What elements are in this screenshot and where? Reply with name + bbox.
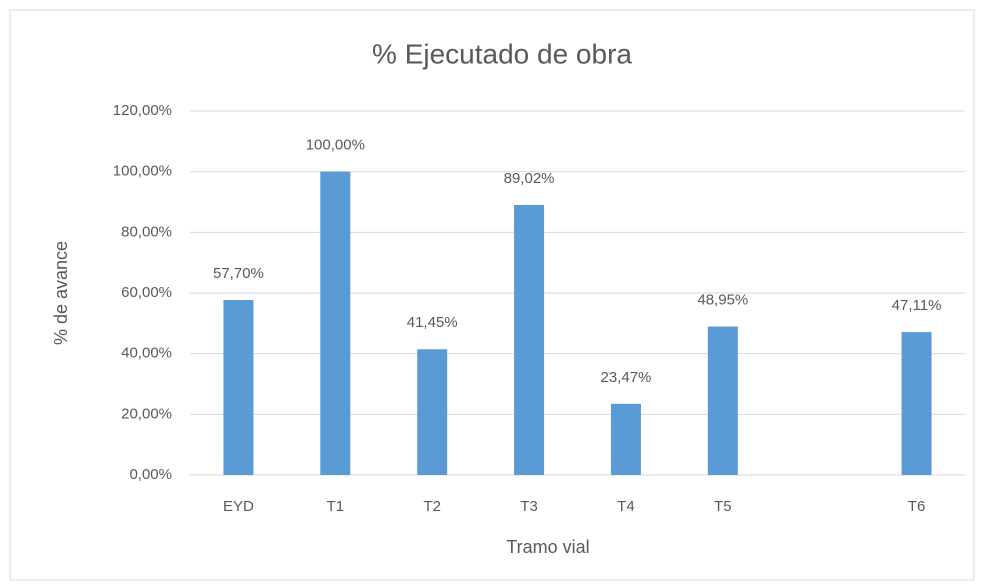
y-axis-title: % de avance — [51, 241, 71, 345]
x-tick-label: T2 — [423, 498, 441, 515]
bar — [223, 299, 254, 475]
y-tick-label: 60,00% — [121, 284, 172, 301]
bar — [417, 349, 448, 475]
chart-border — [9, 9, 975, 581]
y-tick-label: 0,00% — [129, 466, 172, 483]
data-label: 100,00% — [306, 137, 365, 154]
x-tick-label: T3 — [520, 498, 538, 515]
bar — [610, 403, 641, 475]
chart-title: % Ejecutado de obra — [372, 38, 632, 69]
x-tick-label: T1 — [327, 498, 345, 515]
bar — [320, 171, 351, 475]
bar — [901, 332, 932, 475]
data-label: 41,45% — [407, 314, 458, 331]
y-tick-label: 80,00% — [121, 223, 172, 240]
data-label: 23,47% — [601, 369, 652, 386]
x-tick-label: EYD — [223, 498, 254, 515]
bar — [514, 204, 545, 476]
y-tick-label: 100,00% — [113, 163, 172, 180]
y-tick-label: 40,00% — [121, 345, 172, 362]
data-label: 48,95% — [697, 291, 748, 308]
x-tick-label: T6 — [908, 498, 926, 515]
y-tick-label: 20,00% — [121, 405, 172, 422]
x-tick-label: T4 — [617, 498, 635, 515]
bar — [707, 326, 738, 475]
data-label: 47,11% — [892, 297, 942, 314]
data-label: 57,70% — [213, 265, 264, 282]
data-label: 89,02% — [504, 170, 555, 187]
x-tick-label: T5 — [714, 498, 732, 515]
y-tick-label: 120,00% — [113, 102, 172, 119]
x-axis-title: Tramo vial — [506, 537, 589, 557]
